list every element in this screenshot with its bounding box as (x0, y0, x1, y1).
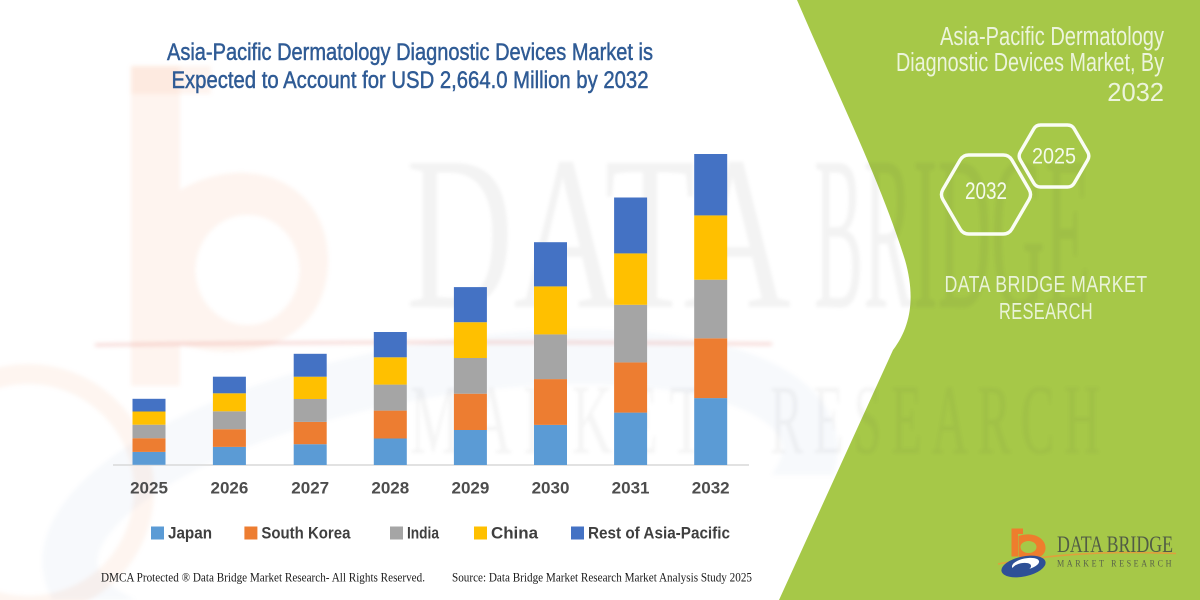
svg-text:2028: 2028 (371, 479, 409, 498)
svg-text:Asia-Pacific Dermatology: Asia-Pacific Dermatology (940, 23, 1164, 51)
svg-text:China: China (491, 524, 539, 543)
svg-text:Source: Data Bridge Market Res: Source: Data Bridge Market Research Mark… (452, 570, 752, 585)
svg-text:2032: 2032 (692, 479, 730, 498)
svg-text:BRIDGE: BRIDGE (814, 111, 1090, 355)
svg-text:DATA BRIDGE MARKET: DATA BRIDGE MARKET (945, 271, 1148, 297)
svg-text:Diagnostic Devices Market, By: Diagnostic Devices Market, By (896, 49, 1164, 77)
svg-text:India: India (407, 524, 439, 543)
svg-text:2030: 2030 (532, 479, 570, 498)
svg-text:DATA BRIDGE: DATA BRIDGE (1057, 532, 1173, 558)
svg-text:DMCA Protected ® Data Bridge M: DMCA Protected ® Data Bridge Market Rese… (101, 570, 425, 585)
svg-text:2032: 2032 (965, 178, 1007, 205)
svg-text:Rest of Asia-Pacific: Rest of Asia-Pacific (588, 524, 730, 543)
svg-text:Expected to Account for USD 2,: Expected to Account for USD 2,664.0 Mill… (172, 67, 649, 94)
svg-text:2027: 2027 (291, 479, 329, 498)
svg-text:2031: 2031 (612, 479, 650, 498)
svg-text:MARKET RESEARCH: MARKET RESEARCH (1057, 560, 1174, 570)
svg-text:2026: 2026 (210, 479, 248, 498)
svg-text:2025: 2025 (130, 479, 168, 498)
svg-text:South Korea: South Korea (261, 524, 350, 543)
svg-text:2032: 2032 (1107, 79, 1164, 107)
svg-text:RESEARCH: RESEARCH (999, 298, 1093, 324)
svg-text:Japan: Japan (168, 524, 212, 543)
svg-text:2025: 2025 (1032, 144, 1076, 169)
svg-text:Asia-Pacific Dermatology Diagn: Asia-Pacific Dermatology Diagnostic Devi… (167, 39, 653, 66)
svg-text:2029: 2029 (451, 479, 489, 498)
svg-text:RESEARCH: RESEARCH (770, 364, 1110, 475)
